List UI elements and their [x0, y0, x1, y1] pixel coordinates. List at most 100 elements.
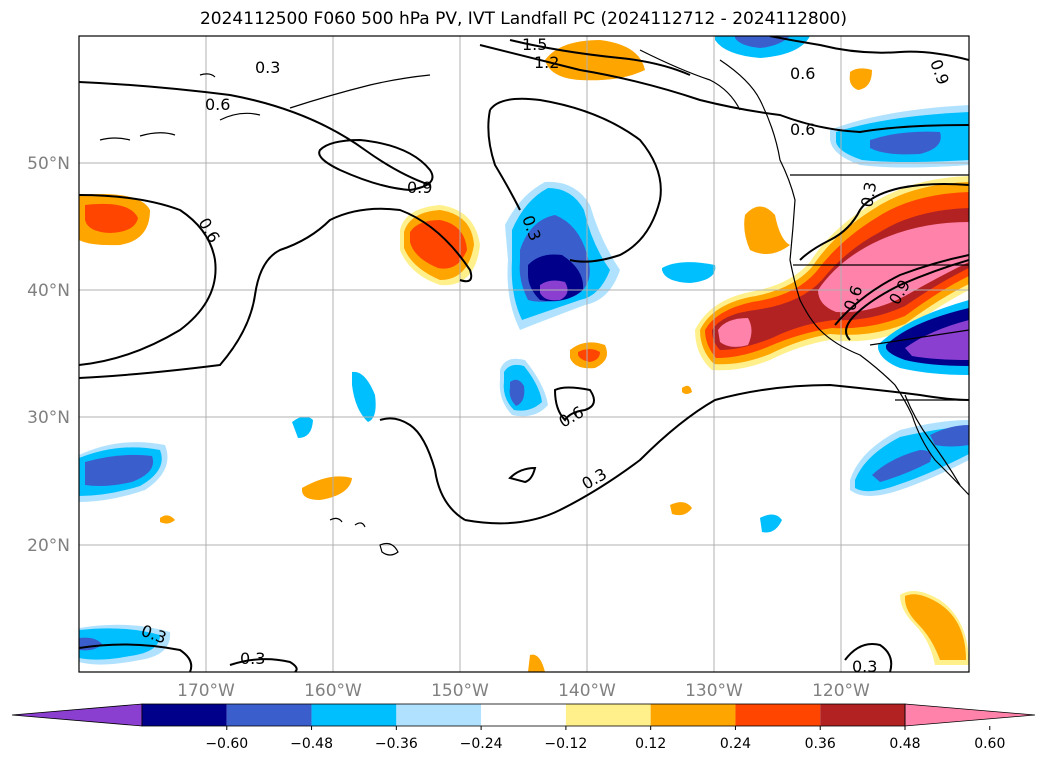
longitude-labels: 170°W 160°W 150°W 140°W 130°W 120°W	[177, 681, 870, 701]
pv-contour	[464, 383, 969, 525]
colorbar-segment	[820, 704, 905, 726]
lon-label: 160°W	[304, 681, 362, 701]
shade-blob	[905, 320, 969, 360]
contour-label: 1.2	[534, 53, 559, 72]
shade-blob	[160, 515, 175, 524]
pv-contour	[79, 81, 431, 186]
coastline-west-north-america	[719, 59, 969, 496]
shade-blob	[528, 654, 545, 672]
colorbar-extend-low	[11, 703, 143, 727]
contour-label: 0.9	[407, 178, 432, 197]
shade-blob	[545, 40, 645, 81]
ivt-shading	[79, 36, 969, 672]
shade-blob	[849, 68, 872, 90]
shade-blob	[85, 454, 154, 486]
contour-label: 0.6	[205, 95, 230, 114]
aleutians	[99, 132, 176, 141]
shade-blob	[760, 514, 782, 533]
pv-contour	[845, 259, 969, 341]
contour-label: 0.6	[790, 120, 815, 139]
pv-contour	[489, 97, 662, 263]
colorbar-tick-label: 0.48	[889, 736, 920, 752]
colorbar-segment	[142, 704, 227, 726]
colorbar-segment	[565, 704, 651, 726]
lat-label: 30°N	[27, 408, 70, 428]
pv-contour	[508, 466, 537, 484]
colorbar-segment	[226, 704, 312, 726]
shade-blob	[735, 36, 790, 48]
contour-label: 0.3	[255, 58, 280, 77]
colorbar-tick-label: −0.36	[375, 736, 418, 752]
pv-contour	[509, 39, 691, 76]
shade-blob	[682, 385, 692, 394]
pv-contour	[379, 417, 466, 521]
pv-contour	[834, 254, 969, 326]
colorbar-tick-label: 0.36	[805, 736, 836, 752]
shade-blob	[872, 450, 932, 482]
pv-contours	[79, 36, 969, 672]
map-plot-area: 0.3 0.6 0.9 1.2 1.5 0.6 0.6 0.6 0.3 0.6 …	[79, 35, 969, 676]
contour-label: 0.3	[852, 657, 877, 676]
shade-blob	[292, 416, 313, 438]
colorbar-tick-label: −0.12	[544, 736, 587, 752]
coastline-baja	[904, 394, 961, 486]
colorbar-segment	[735, 704, 821, 726]
lon-label: 170°W	[177, 681, 235, 701]
aleutians-alaska	[199, 73, 431, 121]
pv-contour	[79, 194, 217, 366]
contour-label: 0.6	[790, 64, 815, 83]
pv-contour	[479, 44, 969, 134]
lon-label: 140°W	[558, 681, 616, 701]
colorbar: −0.60 −0.48 −0.36 −0.24 −0.12 0.12 0.24 0.36 0.4…	[11, 703, 1036, 752]
ivt-plume-pink	[718, 318, 752, 347]
colorbar-tick-label: 0.12	[635, 736, 666, 752]
colorbar-segment	[481, 704, 566, 726]
colorbar-tick-label: 0.24	[720, 736, 751, 752]
colorbar-frame	[141, 703, 906, 727]
coastline-alaska-panhandle	[639, 49, 741, 111]
lon-label: 150°W	[431, 681, 489, 701]
coastlines	[99, 49, 969, 556]
lat-label: 40°N	[27, 281, 70, 301]
pv-contour	[79, 207, 473, 379]
pv-contour	[318, 138, 434, 192]
pv-contour	[844, 643, 893, 672]
lat-label: 20°N	[27, 536, 70, 556]
colorbar-segment	[311, 704, 397, 726]
pv-contour	[229, 658, 298, 672]
pv-contour	[799, 183, 969, 261]
shade-blob	[85, 203, 138, 233]
colorbar-extend-high	[904, 703, 1036, 727]
lat-label: 50°N	[27, 154, 70, 174]
shade-blob	[410, 220, 467, 269]
lon-label: 120°W	[812, 681, 870, 701]
shade-blob	[578, 349, 600, 362]
shade-blob	[930, 425, 969, 447]
shade-blob	[662, 262, 716, 283]
lon-label: 130°W	[685, 681, 743, 701]
contour-label: 0.3	[857, 180, 880, 208]
contour-label: 1.5	[522, 35, 547, 54]
colorbar-tick-label: −0.24	[460, 736, 503, 752]
colorbar-tick-label: 0.60	[974, 736, 1005, 752]
colorbar-tick-label: −0.48	[290, 736, 333, 752]
map-title: 2024112500 F060 500 hPa PV, IVT Landfall…	[199, 9, 847, 29]
shade-blob	[509, 379, 525, 406]
colorbar-segment	[396, 704, 482, 726]
pv-contour	[79, 643, 193, 672]
plot-frame	[78, 35, 970, 673]
shade-blob	[352, 371, 376, 422]
latitude-labels: 20°N 30°N 40°N 50°N	[27, 154, 70, 556]
graticule	[79, 36, 969, 672]
shade-blob	[670, 502, 692, 516]
pv-contour	[487, 109, 521, 211]
shade-blob	[870, 131, 941, 155]
shade-blob	[302, 476, 352, 500]
shade-blob	[905, 594, 966, 660]
pv-contour	[553, 386, 595, 422]
hawaii	[329, 517, 399, 556]
colorbar-segment	[650, 704, 736, 726]
shade-blob	[744, 206, 790, 254]
pv-contour	[769, 36, 969, 61]
